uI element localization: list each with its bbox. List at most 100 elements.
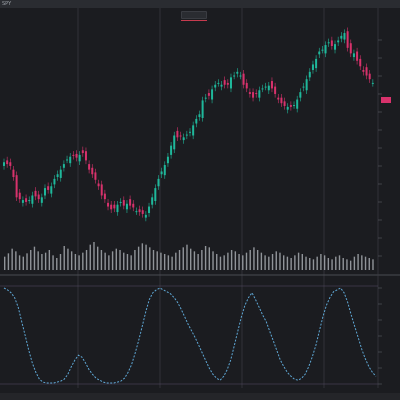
- volume-bar: [160, 252, 162, 270]
- candle-body: [88, 164, 91, 170]
- volume-bar: [227, 252, 229, 270]
- volume-bar: [219, 256, 222, 270]
- volume-bar: [320, 254, 322, 270]
- candle-body: [340, 35, 343, 39]
- volume-bar: [349, 260, 352, 270]
- volume-bar: [305, 256, 307, 270]
- candle-body: [343, 33, 346, 40]
- volume-bar: [230, 250, 233, 270]
- candle-body: [81, 150, 84, 154]
- candle-body: [119, 201, 122, 203]
- volume-bar: [271, 254, 274, 270]
- candle-body: [252, 92, 255, 98]
- candle-body: [160, 171, 163, 175]
- candle-body: [274, 86, 277, 94]
- candle-body: [31, 195, 34, 204]
- candle-body: [255, 93, 258, 95]
- candle-body: [6, 160, 9, 165]
- volume-bar: [182, 247, 184, 270]
- candle-body: [229, 77, 232, 89]
- candle-body: [9, 162, 12, 166]
- candle-body: [113, 204, 116, 209]
- candle-body: [346, 31, 349, 48]
- volume-bar: [342, 258, 344, 270]
- volume-bar: [256, 250, 259, 270]
- candle-body: [220, 84, 223, 87]
- volume-bar: [93, 242, 95, 270]
- candle-body: [110, 204, 113, 210]
- candle-body: [264, 86, 267, 88]
- candle-body: [125, 203, 128, 210]
- volume-bar: [260, 252, 263, 270]
- candle-body: [25, 198, 28, 202]
- candle-body: [242, 73, 245, 85]
- candle-body: [204, 97, 207, 99]
- volume-bar: [275, 251, 277, 270]
- volume-bar: [167, 255, 170, 270]
- candle-body: [103, 193, 106, 200]
- candle-body: [267, 85, 270, 91]
- candle-body: [192, 125, 195, 136]
- volume-bar: [78, 255, 80, 270]
- candle-body: [157, 178, 160, 187]
- volume-bar: [123, 252, 125, 270]
- volume-bar: [134, 250, 136, 270]
- candle-body: [28, 200, 31, 202]
- candle-body: [100, 184, 103, 196]
- candle-body: [179, 135, 182, 137]
- candle-body: [327, 42, 330, 44]
- symbol-badge[interactable]: [181, 11, 207, 19]
- candle-body: [66, 159, 69, 161]
- price-axis: [378, 39, 391, 385]
- volume-bar: [56, 258, 58, 270]
- candle-body: [195, 118, 198, 124]
- candle-body: [185, 134, 188, 136]
- candle-body: [368, 73, 371, 80]
- volume-bar: [204, 246, 207, 270]
- candle-body: [293, 105, 296, 107]
- candle-body: [270, 81, 273, 89]
- candle-body: [371, 82, 374, 84]
- candle-body: [226, 82, 229, 85]
- volume-bar: [171, 256, 173, 270]
- volume-bar: [178, 250, 181, 270]
- volume-bar: [126, 254, 129, 270]
- window-title-bar: SPY: [0, 0, 400, 8]
- oscillator-line: [0, 285, 378, 385]
- volume-bar: [18, 255, 21, 270]
- candle-body: [214, 84, 217, 88]
- volume-bar: [115, 248, 117, 270]
- candle-body: [356, 51, 359, 61]
- candle-body: [352, 53, 355, 58]
- volume-bar: [41, 254, 43, 270]
- volume-bar: [44, 252, 47, 270]
- window-title: SPY: [2, 1, 12, 7]
- candle-body: [176, 130, 179, 138]
- volume-bar: [22, 256, 24, 270]
- volume-bar: [141, 243, 144, 270]
- candle-body: [72, 154, 75, 156]
- volume-bar: [201, 250, 203, 270]
- candle-body: [163, 165, 166, 176]
- volume-bar: [309, 258, 311, 270]
- candle-body: [50, 186, 53, 194]
- volume-bar: [111, 251, 114, 270]
- volume-bar: [11, 248, 13, 270]
- volume-bar: [249, 250, 251, 270]
- candle-body: [365, 67, 368, 76]
- volume-bar: [100, 250, 103, 270]
- volume-bar: [74, 254, 77, 270]
- candle-body: [217, 82, 220, 84]
- volume-bar: [70, 251, 73, 270]
- volume-bar: [312, 259, 315, 270]
- candle-body: [245, 82, 248, 89]
- volume-bar: [26, 253, 28, 270]
- volume-bar: [97, 246, 99, 270]
- volume-bar: [33, 246, 36, 270]
- volume-bar: [108, 255, 110, 270]
- candle-body: [53, 178, 56, 185]
- candle-body: [69, 156, 72, 164]
- candle-body: [201, 100, 204, 118]
- candle-body: [308, 71, 311, 78]
